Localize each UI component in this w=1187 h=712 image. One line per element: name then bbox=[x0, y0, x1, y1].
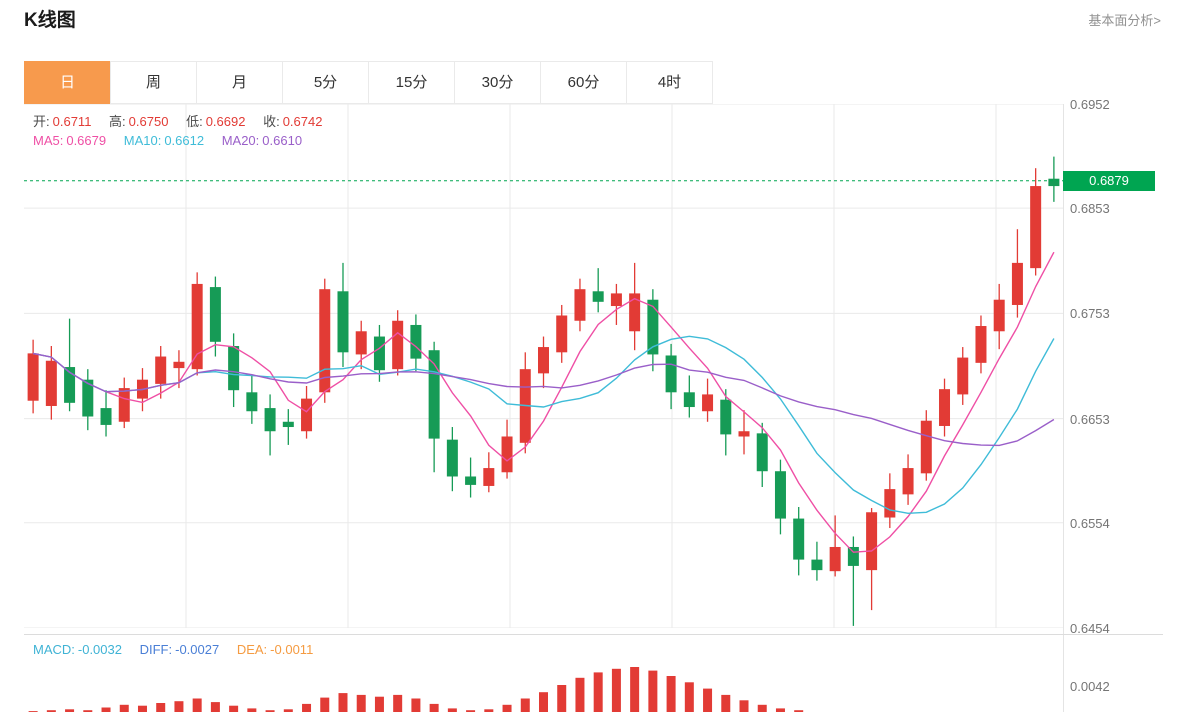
tab-5分[interactable]: 5分 bbox=[282, 61, 369, 104]
macd-legend: MACD: -0.0032 DIFF: -0.0027 DEA: -0.0011 bbox=[33, 642, 327, 657]
legend-open: 开: 0.6711 bbox=[33, 114, 92, 129]
candlestick-chart[interactable] bbox=[24, 104, 1063, 628]
tab-60分[interactable]: 60分 bbox=[540, 61, 627, 104]
tab-4时[interactable]: 4时 bbox=[626, 61, 713, 104]
legend-dea: DEA: -0.0011 bbox=[236, 642, 314, 657]
tab-周[interactable]: 周 bbox=[110, 61, 197, 104]
price-axis-label: 0.6653 bbox=[1070, 411, 1110, 427]
axis-separator bbox=[1063, 104, 1064, 712]
price-axis-label: 0.6753 bbox=[1070, 306, 1110, 322]
ma-legend: MA5: 0.6679 MA10: 0.6612 MA20: 0.6610 bbox=[33, 133, 316, 148]
interval-tabs: 日周月 5分 15分 30分 60分 4时 bbox=[24, 61, 713, 104]
ohlc-legend: 开: 0.6711 高: 0.6750 低: 0.6692 收: 0.6742 bbox=[33, 111, 336, 130]
legend-close: 收: 0.6742 bbox=[263, 114, 323, 129]
tab-30分[interactable]: 30分 bbox=[454, 61, 541, 104]
legend-ma10: MA10: 0.6612 bbox=[123, 133, 205, 148]
kline-plot[interactable]: 开: 0.6711 高: 0.6750 低: 0.6692 收: 0.6742 MA5:… bbox=[24, 104, 1063, 628]
tab-日[interactable]: 日 bbox=[24, 61, 111, 104]
current-price-badge: 0.6879 bbox=[1063, 170, 1155, 191]
legend-ma5: MA5: 0.6679 bbox=[33, 133, 107, 148]
macd-panel[interactable]: MACD: -0.0032 DIFF: -0.0027 DEA: -0.0011 bbox=[24, 635, 1063, 712]
legend-macd: MACD: -0.0032 bbox=[33, 642, 122, 657]
price-axis-label: 0.6454 bbox=[1070, 621, 1110, 636]
macd-chart[interactable] bbox=[24, 635, 1063, 712]
legend-ma20: MA20: 0.6610 bbox=[221, 133, 303, 148]
page-title: K线图 bbox=[24, 10, 76, 31]
price-axis-label: 0.6952 bbox=[1070, 97, 1110, 112]
panel-divider bbox=[24, 634, 1163, 635]
price-axis-label: 0.6554 bbox=[1070, 515, 1110, 531]
tab-月[interactable]: 月 bbox=[196, 61, 283, 104]
legend-high: 高: 0.6750 bbox=[109, 114, 169, 129]
tab-15分[interactable]: 15分 bbox=[368, 61, 455, 104]
fundamental-analysis-link[interactable]: 基本面分析> bbox=[1088, 13, 1161, 28]
price-axis-label: 0.6853 bbox=[1070, 201, 1110, 217]
legend-low: 低: 0.6692 bbox=[186, 114, 246, 129]
legend-diff: DIFF: -0.0027 bbox=[139, 642, 220, 657]
macd-axis-label: 0.0042 bbox=[1070, 679, 1110, 694]
